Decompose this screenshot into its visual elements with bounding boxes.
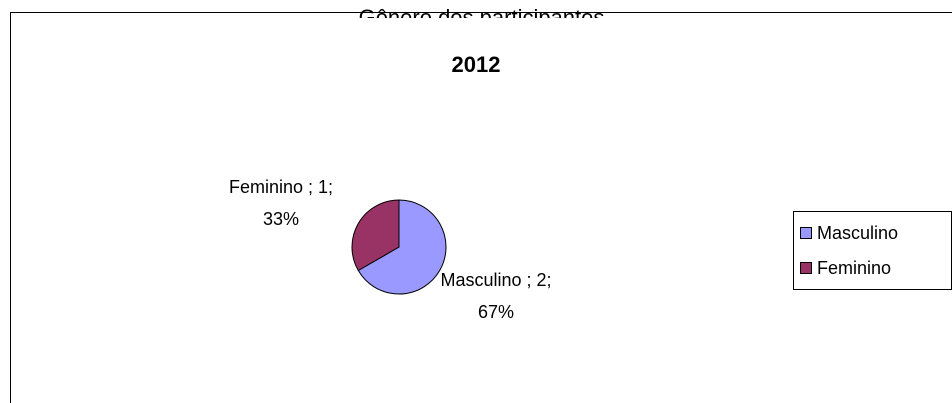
chart-area: Gênero dos participantes — [10, 5, 952, 403]
legend-swatch-masculino — [800, 227, 812, 239]
legend: Masculino Feminino — [793, 211, 952, 290]
cut-off-title: Gênero dos participantes — [358, 5, 605, 18]
data-label-masculino-percent: 67% — [478, 302, 514, 322]
legend-label-masculino: Masculino — [817, 222, 899, 243]
data-label-masculino-line1: Masculino ; 2; — [440, 270, 551, 290]
legend-item-feminino: Feminino — [800, 257, 891, 279]
data-label-feminino-percent: 33% — [263, 209, 299, 229]
pie-slice-masculino — [357, 199, 447, 295]
legend-swatch-feminino — [800, 262, 812, 274]
legend-item-masculino: Masculino — [800, 222, 898, 244]
legend-label-feminino: Feminino — [817, 257, 892, 278]
data-label-feminino-line1: Feminino ; 1; — [229, 177, 333, 197]
chart-title: 2012 — [451, 52, 501, 77]
pie-slice-feminino — [351, 199, 400, 272]
